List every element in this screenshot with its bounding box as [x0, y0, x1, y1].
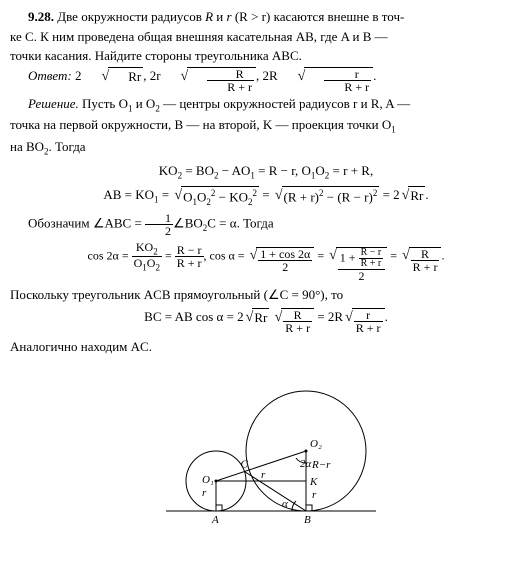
var-R: R	[205, 9, 213, 24]
final-line: Аналогично находим AC.	[10, 338, 522, 356]
ans1-sqrt: Rr	[82, 67, 144, 87]
ans2-sqrt: RR + r	[161, 67, 256, 93]
svg-text:2α: 2α	[300, 458, 312, 470]
sqrt: Rr	[400, 186, 426, 206]
solution-label: Решение.	[28, 96, 79, 111]
problem-line2: ке C. К ним проведена общая внешняя каса…	[10, 28, 522, 46]
problem-statement: 9.28. Две окружности радиусов R и r (R >…	[10, 8, 522, 26]
problem-line3: точки касания. Найдите стороны треугольн…	[10, 47, 522, 65]
ans2-coef: 2r	[150, 68, 161, 83]
ans3-coef: 2R	[263, 68, 278, 83]
ans3-sqrt: rR + r	[278, 67, 373, 93]
denote-line: Обозначим ∠ABC = 12∠BO2C = α. Тогда	[10, 212, 522, 237]
text: и O	[132, 96, 155, 111]
svg-text:C: C	[240, 459, 248, 471]
svg-text:α: α	[282, 498, 288, 510]
equation-4: BC = AB cos α = 2Rr RR + r = 2RrR + r.	[10, 308, 522, 334]
geometry-diagram: O₁ O₂ A B C Kr r R−r r α 2α	[10, 361, 522, 536]
equation-2: AB = KO1 = O1O22 − KO22 = (R + r)2 − (R …	[10, 186, 522, 208]
answer-line: Ответ: 2Rr, 2rRR + r, 2RrR + r.	[10, 67, 522, 93]
svg-text:A: A	[211, 514, 219, 526]
equation-1: KO2 = BO2 − AO1 = R − r, O1O2 = r + R,	[10, 162, 522, 182]
svg-text:O₁: O₁	[202, 474, 214, 486]
text: Две окружности радиусов	[57, 9, 205, 24]
text: (R > r)	[232, 9, 274, 24]
solution-intro: Решение. Пусть O1 и O2 — центры окружнос…	[10, 95, 522, 115]
solution-line2: точка на первой окружности, B — на второ…	[10, 116, 522, 136]
svg-text:O₂: O₂	[310, 438, 322, 450]
answer-label: Ответ:	[28, 68, 72, 83]
svg-text:K: K	[309, 476, 318, 488]
svg-text:r: r	[312, 489, 317, 501]
text: касаются внешне в точ-	[274, 9, 405, 24]
text: — центры окружностей радиусов r и R, A —	[160, 96, 410, 111]
problem-number: 9.28.	[28, 9, 54, 24]
sqrt: O1O22 − KO22	[172, 186, 259, 208]
since-line: Поскольку треугольник ACB прямоугольный …	[10, 286, 522, 304]
svg-text:r: r	[202, 487, 207, 499]
text: Пусть O	[82, 96, 128, 111]
equation-3: cos 2α = KO2O1O2 = R − rR + r, cos α = 1…	[10, 241, 522, 283]
text: и	[213, 9, 226, 24]
svg-text:r: r	[261, 469, 266, 481]
svg-text:B: B	[304, 514, 311, 526]
svg-text:R−r: R−r	[311, 459, 331, 471]
sqrt: (R + r)2 − (R − r)2	[273, 186, 380, 206]
solution-line3: на BO2. Тогда	[10, 138, 522, 158]
